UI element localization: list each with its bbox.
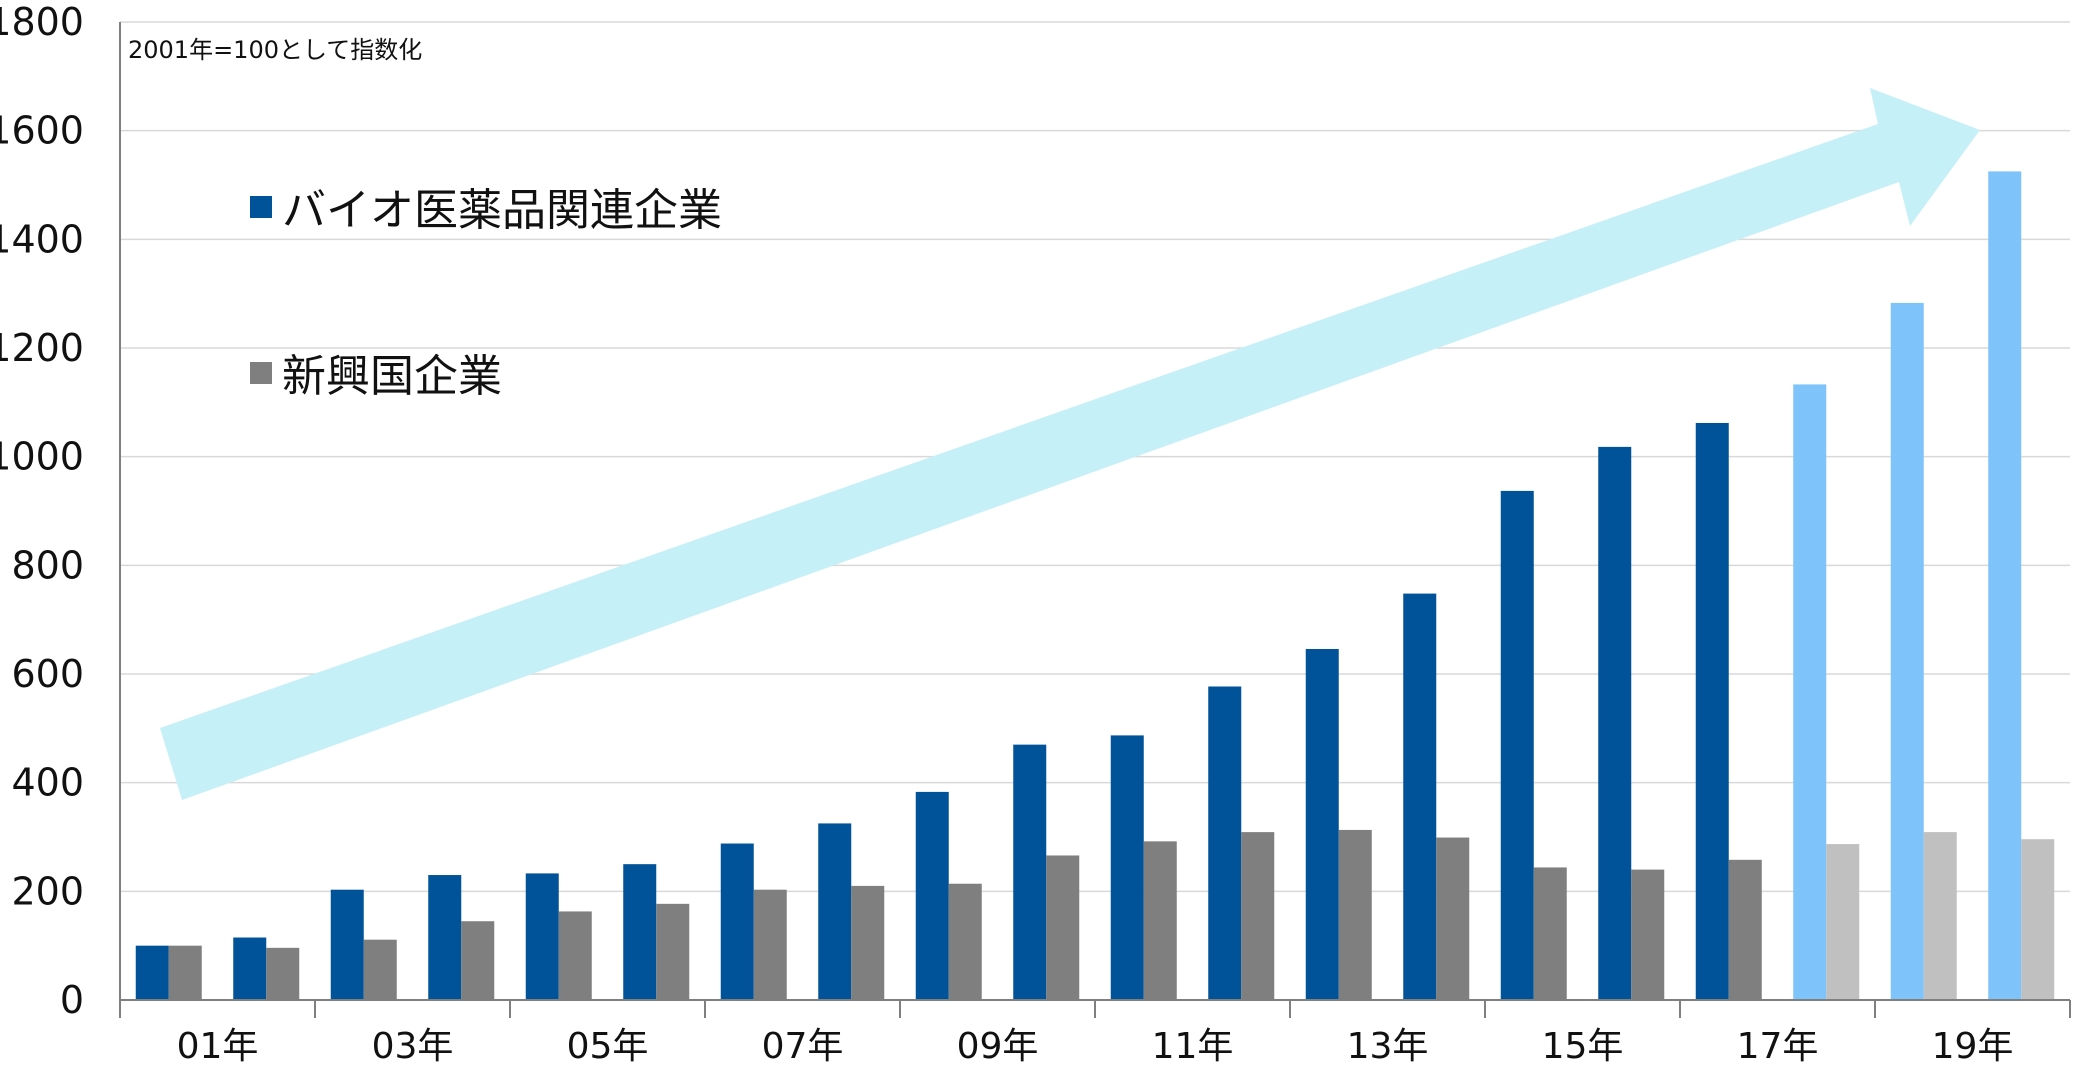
bar-bio-07年 — [720, 843, 754, 1000]
bar-bio-11年 — [1110, 735, 1144, 1000]
y-tick-label: 0 — [60, 978, 84, 1022]
index-note: 2001年=100として指数化 — [128, 36, 422, 64]
bar-bio-12年 — [1208, 686, 1242, 1000]
bar-emerging-10年 — [1046, 855, 1080, 1000]
bar-bio-10年 — [1013, 744, 1047, 1000]
y-tick-label: 200 — [11, 869, 84, 913]
y-tick-label: 1400 — [0, 217, 84, 261]
legend-label-emerging: 新興国企業 — [282, 351, 502, 402]
bar-bio-04年 — [428, 875, 462, 1000]
bar-emerging-12年 — [1241, 832, 1275, 1000]
bar-bio-14年 — [1403, 593, 1437, 1000]
y-tick-label: 1200 — [0, 326, 84, 370]
bar-bio-09年 — [915, 791, 949, 1000]
bar-emerging-03年 — [363, 939, 397, 1000]
axes — [119, 22, 2071, 1018]
x-tick-label: 07年 — [762, 1026, 844, 1067]
bar-bio-08年 — [818, 823, 852, 1000]
bar-emerging-04年 — [461, 921, 495, 1000]
bar-emerging-07年 — [753, 889, 787, 1000]
bar-bio-17年 — [1695, 422, 1729, 1001]
x-tick-label: 09年 — [957, 1026, 1039, 1067]
legend-swatch-bio — [250, 196, 272, 218]
x-tick-label: 11年 — [1152, 1026, 1234, 1067]
x-tick-label: 15年 — [1542, 1026, 1624, 1067]
bar-bio-03年 — [330, 889, 364, 1000]
bar-bio-19年 — [1890, 302, 1924, 1000]
bar-bio-01年 — [135, 945, 169, 1000]
bar-bio-13年 — [1305, 649, 1339, 1000]
x-tick-label: 05年 — [567, 1026, 649, 1067]
legend: バイオ医薬品関連企業 新興国企業 — [250, 185, 722, 402]
legend-swatch-emerging — [250, 362, 272, 384]
y-tick-label: 800 — [11, 543, 84, 587]
legend-label-bio: バイオ医薬品関連企業 — [282, 185, 722, 236]
x-tick-label: 17年 — [1737, 1026, 1819, 1067]
bars — [135, 171, 2055, 1001]
bar-emerging-11年 — [1143, 841, 1177, 1000]
x-tick-label: 01年 — [177, 1026, 259, 1067]
y-tick-label: 1600 — [0, 109, 84, 153]
trend-arrow — [160, 88, 1980, 800]
bar-bio-05年 — [525, 873, 559, 1000]
bar-bio-06年 — [623, 864, 657, 1000]
bar-emerging-16年 — [1631, 869, 1665, 1000]
y-tick-label: 1000 — [0, 435, 84, 479]
bar-emerging-08年 — [851, 885, 885, 1000]
bar-emerging-20年 — [2021, 839, 2055, 1000]
bar-bio-18年 — [1793, 384, 1827, 1000]
bar-emerging-17年 — [1728, 859, 1762, 1000]
bar-emerging-15年 — [1533, 867, 1567, 1000]
y-tick-label: 1800 — [0, 0, 84, 44]
y-axis-ticks: 0 200 400 600 800 1000 1200 1400 1600 1800 — [0, 0, 84, 1022]
x-tick-label: 19年 — [1932, 1026, 2014, 1067]
bar-emerging-19年 — [1923, 832, 1957, 1000]
x-tick-label: 03年 — [372, 1026, 454, 1067]
bar-emerging-01年 — [168, 945, 202, 1000]
x-axis-ticks: 01年 03年 05年 07年 09年 11年 13年 15年 17年 19年 — [177, 1026, 2014, 1067]
bar-bio-02年 — [233, 937, 267, 1000]
y-tick-label: 600 — [11, 652, 84, 696]
bar-bio-16年 — [1598, 446, 1632, 1000]
bar-emerging-09年 — [948, 883, 982, 1000]
bar-emerging-13年 — [1338, 829, 1372, 1000]
x-tick-label: 13年 — [1347, 1026, 1429, 1067]
bar-emerging-02年 — [266, 947, 300, 1000]
bar-bio-20年 — [1988, 171, 2022, 1000]
bar-emerging-14年 — [1436, 837, 1470, 1000]
bar-emerging-05年 — [558, 911, 592, 1000]
y-tick-label: 400 — [11, 761, 84, 805]
bar-emerging-06年 — [656, 903, 690, 1000]
bar-emerging-18年 — [1826, 844, 1860, 1000]
bar-bio-15年 — [1500, 490, 1534, 1000]
